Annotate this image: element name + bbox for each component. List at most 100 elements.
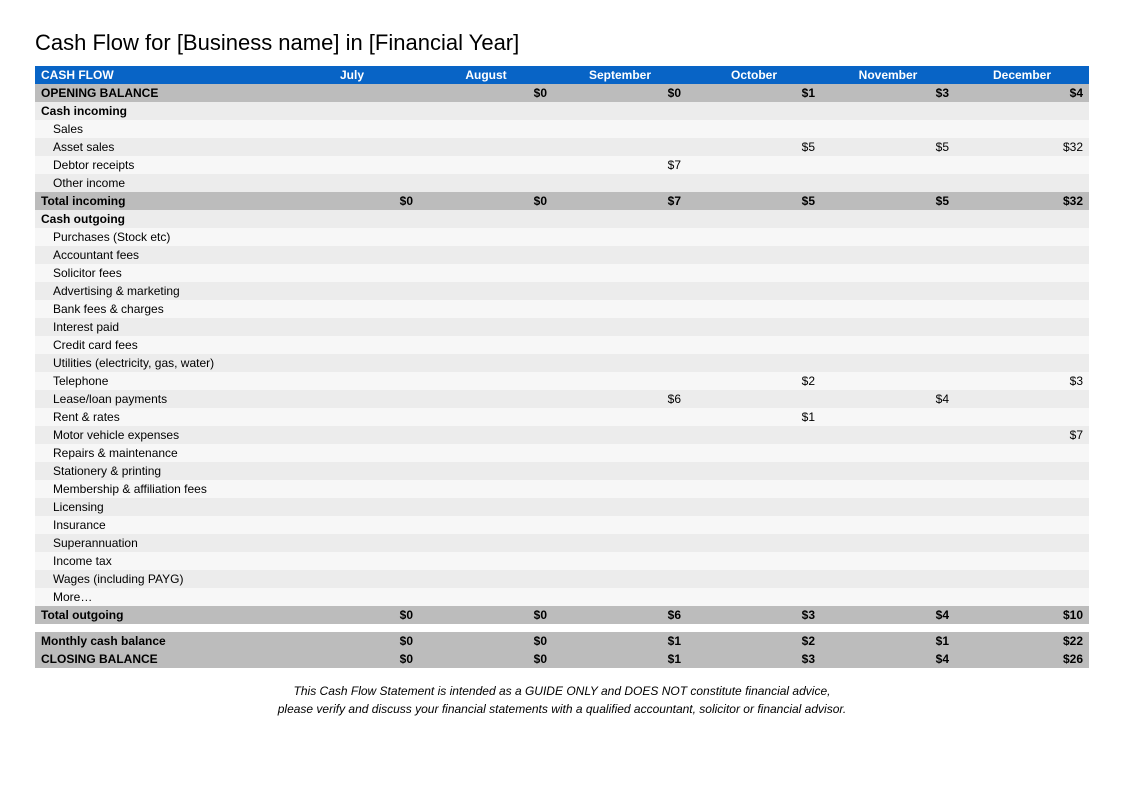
row-cell: [955, 318, 1089, 336]
row-cell: $4: [955, 84, 1089, 102]
row-cell: [553, 246, 687, 264]
row-cell: [687, 462, 821, 480]
table-row: Telephone$2$3: [35, 372, 1089, 390]
row-cell: [285, 480, 419, 498]
row-cell: [419, 444, 553, 462]
row-cell: $22: [955, 632, 1089, 650]
row-label: Bank fees & charges: [35, 300, 285, 318]
spacer-row: [35, 624, 1089, 632]
table-row: Bank fees & charges: [35, 300, 1089, 318]
row-cell: [687, 210, 821, 228]
row-cell: $0: [553, 84, 687, 102]
row-cell: [553, 264, 687, 282]
header-month: September: [553, 66, 687, 84]
cashflow-table: CASH FLOW July August September October …: [35, 66, 1089, 668]
table-row: Advertising & marketing: [35, 282, 1089, 300]
row-cell: [553, 516, 687, 534]
row-cell: [285, 462, 419, 480]
row-cell: [821, 228, 955, 246]
row-cell: [955, 354, 1089, 372]
row-cell: [553, 552, 687, 570]
row-cell: $0: [285, 650, 419, 668]
table-row: Monthly cash balance$0$0$1$2$1$22: [35, 632, 1089, 650]
row-cell: [955, 480, 1089, 498]
row-label: Interest paid: [35, 318, 285, 336]
row-cell: [955, 282, 1089, 300]
row-cell: [553, 534, 687, 552]
row-cell: [285, 516, 419, 534]
table-row: More…: [35, 588, 1089, 606]
row-cell: [955, 588, 1089, 606]
row-cell: [285, 552, 419, 570]
row-cell: [821, 246, 955, 264]
row-cell: [687, 246, 821, 264]
table-row: Purchases (Stock etc): [35, 228, 1089, 246]
row-cell: [553, 354, 687, 372]
row-cell: [821, 426, 955, 444]
row-cell: $26: [955, 650, 1089, 668]
row-cell: [687, 426, 821, 444]
row-cell: [419, 318, 553, 336]
row-cell: [553, 210, 687, 228]
row-label: Stationery & printing: [35, 462, 285, 480]
table-row: Rent & rates$1: [35, 408, 1089, 426]
row-cell: [821, 534, 955, 552]
row-cell: [419, 408, 553, 426]
row-cell: [285, 372, 419, 390]
row-label: Repairs & maintenance: [35, 444, 285, 462]
row-cell: $1: [687, 84, 821, 102]
row-cell: [687, 534, 821, 552]
row-cell: [285, 534, 419, 552]
row-label: Telephone: [35, 372, 285, 390]
row-label: Solicitor fees: [35, 264, 285, 282]
row-cell: [419, 426, 553, 444]
row-cell: [285, 264, 419, 282]
table-row: Insurance: [35, 516, 1089, 534]
row-cell: [553, 138, 687, 156]
row-cell: [687, 570, 821, 588]
row-cell: [687, 156, 821, 174]
row-cell: $32: [955, 138, 1089, 156]
footer-note: This Cash Flow Statement is intended as …: [35, 682, 1089, 718]
table-row: Interest paid: [35, 318, 1089, 336]
row-cell: [821, 444, 955, 462]
row-cell: [687, 282, 821, 300]
row-cell: [955, 516, 1089, 534]
row-cell: [821, 336, 955, 354]
row-cell: $0: [285, 632, 419, 650]
row-cell: [419, 534, 553, 552]
row-cell: [955, 174, 1089, 192]
table-row: Membership & affiliation fees: [35, 480, 1089, 498]
row-cell: [553, 588, 687, 606]
row-label: Lease/loan payments: [35, 390, 285, 408]
row-cell: [419, 174, 553, 192]
row-label: Advertising & marketing: [35, 282, 285, 300]
row-label: Cash incoming: [35, 102, 285, 120]
row-cell: $0: [285, 606, 419, 624]
header-month: August: [419, 66, 553, 84]
row-cell: $1: [821, 632, 955, 650]
table-row: Licensing: [35, 498, 1089, 516]
row-cell: $6: [553, 606, 687, 624]
table-row: Sales: [35, 120, 1089, 138]
row-label: Asset sales: [35, 138, 285, 156]
row-cell: [955, 498, 1089, 516]
row-cell: [285, 444, 419, 462]
table-row: Utilities (electricity, gas, water): [35, 354, 1089, 372]
row-cell: [553, 426, 687, 444]
row-cell: $10: [955, 606, 1089, 624]
row-cell: $2: [687, 632, 821, 650]
row-cell: [687, 444, 821, 462]
row-cell: [687, 552, 821, 570]
row-cell: [821, 102, 955, 120]
row-label: Superannuation: [35, 534, 285, 552]
footer-line2: please verify and discuss your financial…: [278, 702, 847, 716]
row-cell: $0: [419, 84, 553, 102]
row-cell: [419, 246, 553, 264]
row-label: OPENING BALANCE: [35, 84, 285, 102]
row-cell: [419, 354, 553, 372]
table-row: Debtor receipts$7: [35, 156, 1089, 174]
row-cell: [419, 480, 553, 498]
row-cell: $3: [687, 606, 821, 624]
row-cell: [419, 102, 553, 120]
